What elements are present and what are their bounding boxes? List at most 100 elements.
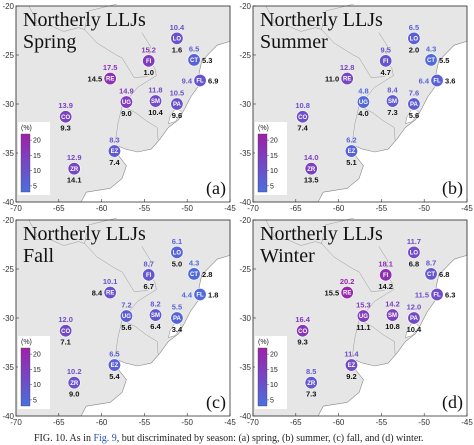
station-code: EZ [111,149,119,155]
station-top-value: 15.3 [356,301,371,310]
colorbar-tick-label: 10 [270,382,278,389]
caption-prefix: FIG. 10. As in [34,433,94,444]
station-ct: CT 6.55.3 [187,44,212,67]
station-fl: FL4.4 1.8 [182,287,218,301]
station-ug: UG 7.2 5.6 [119,301,133,332]
caption-figure-link[interactable]: Fig. 9 [93,433,117,444]
season-label: Fall [23,245,55,267]
station-bottom-value: 9.6 [172,111,182,120]
country-border [270,239,322,246]
station-ct: CT 8.76.8 [424,258,449,281]
station-re: RE 20.215.5 [325,277,354,300]
station-top-value: 8.3 [109,136,119,145]
panel-title: Northerly LLJs [260,9,383,31]
station-top-value: 5.5 [172,303,182,312]
station-top-value: 11.8 [148,86,162,95]
station-lo: LO 10.4 1.6 [170,23,185,55]
lon-tick-label: -50 [418,418,430,427]
station-top-value: 8.2 [150,300,160,309]
station-re: RE 17.514.5 [88,63,117,86]
colorbar-tick-label: 20 [270,352,278,359]
station-sm: SM 11.8 10.4 [148,86,163,118]
station-code: UG [122,100,131,106]
lon-tick-label: -60 [333,418,345,427]
station-ez: EZ 8.3 7.4 [107,136,121,167]
season-label: Summer [260,31,328,53]
station-bottom-value: 3.6 [445,76,455,85]
lon-tick-label: -70 [247,418,259,427]
lat-tick-label: -20 [2,2,14,11]
station-code: RE [106,291,114,297]
station-bottom-value: 5.3 [202,56,212,65]
station-marker [142,54,156,68]
colorbar-ramp [257,347,268,407]
station-marker [142,268,156,282]
station-marker [67,162,81,176]
station-code: UG [122,314,131,320]
station-marker [296,324,310,338]
station-bottom-value: 8.4 [92,289,103,298]
lat-tick-label: -20 [239,216,251,225]
station-zr: ZR 8.5 7.3 [304,367,318,399]
station-fl: FL6.4 3.6 [419,73,455,87]
station-sm: SM 14.2 10.8 [385,300,400,332]
panel-letter: (d) [442,392,463,413]
station-marker [407,97,421,111]
station-marker [187,53,201,67]
station-bottom-value: 11.1 [356,323,370,332]
station-bottom-value: 7.3 [387,108,397,117]
lon-tick-label: -50 [181,204,193,213]
station-top-value: 12.8 [340,63,355,72]
station-co: CO 16.4 9.3 [295,315,310,347]
station-bottom-value: 14.1 [67,176,82,185]
station-bottom-value: 6.8 [409,259,419,268]
station-ez: EZ 6.5 5.4 [107,350,121,381]
station-pa: PA 7.6 5.6 [407,89,421,120]
station-top-value: 11.4 [344,350,359,359]
panel-title: Northerly LLJs [260,223,383,245]
station-marker [107,144,121,158]
station-top-value: 4.4 [182,290,193,299]
lat-tick-label: -40 [2,198,14,207]
station-top-value: 8.7 [426,258,436,267]
station-top-value: 6.1 [172,237,182,246]
station-marker [340,72,354,86]
station-ug: UG 14.9 9.0 [119,87,134,119]
station-top-value: 11.7 [407,237,421,246]
colorbar: (%) 5 10 15 20 [18,336,50,409]
station-code: PA [173,316,182,322]
lat-tick-label: -35 [239,363,251,372]
colorbar-tick-label: 10 [33,382,41,389]
colorbar-tick-label: 20 [270,138,278,145]
country-border [115,319,123,357]
panel-letter: (a) [206,178,226,199]
station-top-value: 9.4 [182,76,193,85]
station-sm: SM 8.2 6.4 [149,300,163,331]
station-top-value: 15.2 [141,45,156,54]
station-fi: FI 18.1 14.2 [378,259,393,291]
station-ez: EZ 6.2 5.1 [344,136,358,167]
station-code: FI [146,273,152,279]
map-panel-fall: -70 -65 -60 -55 -50 -45 -20 -25 -30 -35 -40 Norther… [2,216,236,427]
lon-tick-label: -55 [139,418,151,427]
station-fl: FL9.4 6.9 [182,73,218,87]
station-marker [379,54,393,68]
country-border [115,105,123,143]
station-marker [193,73,207,87]
station-top-value: 4.3 [189,258,199,267]
lon-tick-label: -65 [290,418,302,427]
station-top-value: 14.9 [119,87,134,96]
lat-tick-label: -30 [2,100,14,109]
station-marker [119,309,133,323]
country-border [358,319,396,355]
colorbar-tick-label: 20 [33,352,41,359]
lon-tick-label: -70 [10,204,22,213]
station-pa: PA 12.0 10.4 [407,303,422,335]
station-bottom-value: 1.8 [208,290,218,299]
station-re: RE 12.811.0 [325,63,355,86]
station-top-value: 12.0 [58,315,73,324]
station-marker [304,376,318,390]
station-bottom-value: 11.0 [325,75,339,84]
station-bottom-value: 10.4 [148,108,163,117]
station-bottom-value: 5.1 [346,158,356,167]
